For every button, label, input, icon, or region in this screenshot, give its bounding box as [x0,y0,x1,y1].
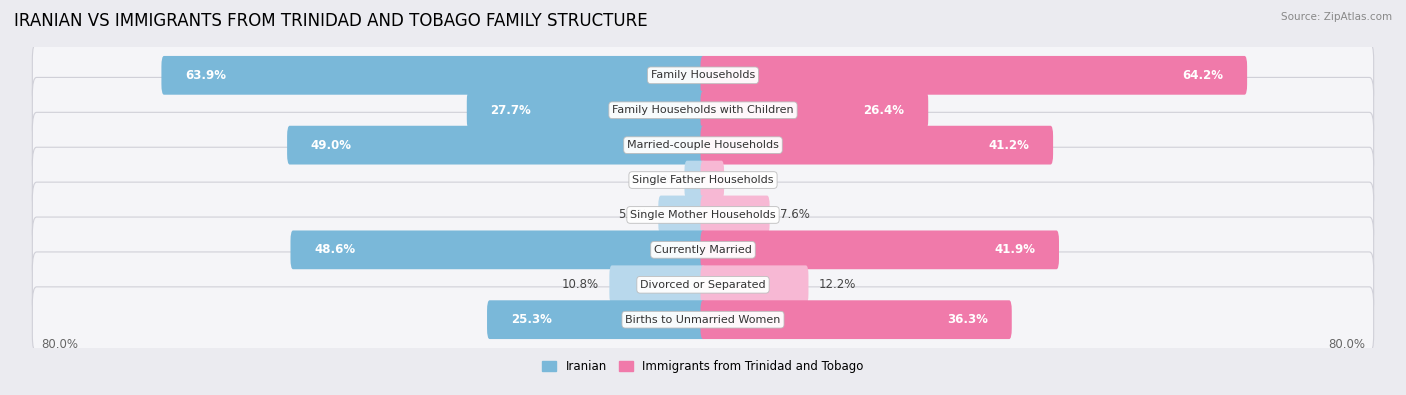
FancyBboxPatch shape [32,43,1374,108]
Text: 63.9%: 63.9% [186,69,226,82]
Text: 36.3%: 36.3% [948,313,988,326]
FancyBboxPatch shape [162,56,706,95]
Text: Single Mother Households: Single Mother Households [630,210,776,220]
FancyBboxPatch shape [291,230,706,269]
Text: 80.0%: 80.0% [41,338,77,351]
FancyBboxPatch shape [32,252,1374,318]
FancyBboxPatch shape [32,182,1374,248]
FancyBboxPatch shape [700,91,928,130]
FancyBboxPatch shape [467,91,706,130]
FancyBboxPatch shape [700,300,1012,339]
Text: 2.2%: 2.2% [734,173,763,186]
Text: IRANIAN VS IMMIGRANTS FROM TRINIDAD AND TOBAGO FAMILY STRUCTURE: IRANIAN VS IMMIGRANTS FROM TRINIDAD AND … [14,12,648,30]
FancyBboxPatch shape [32,217,1374,283]
FancyBboxPatch shape [486,300,706,339]
FancyBboxPatch shape [700,126,1053,165]
Text: 41.2%: 41.2% [988,139,1029,152]
Text: 27.7%: 27.7% [491,104,531,117]
FancyBboxPatch shape [32,287,1374,352]
Text: 1.9%: 1.9% [644,173,675,186]
FancyBboxPatch shape [700,196,769,234]
Text: 25.3%: 25.3% [510,313,551,326]
Text: 49.0%: 49.0% [311,139,352,152]
Text: 10.8%: 10.8% [562,278,599,291]
Text: 48.6%: 48.6% [314,243,356,256]
FancyBboxPatch shape [700,56,1247,95]
Text: 5.0%: 5.0% [619,209,648,222]
Text: 26.4%: 26.4% [863,104,904,117]
Text: 80.0%: 80.0% [1329,338,1365,351]
Text: Family Households: Family Households [651,70,755,80]
Text: Family Households with Children: Family Households with Children [612,105,794,115]
FancyBboxPatch shape [287,126,706,165]
Text: Source: ZipAtlas.com: Source: ZipAtlas.com [1281,12,1392,22]
Text: Single Father Households: Single Father Households [633,175,773,185]
FancyBboxPatch shape [700,230,1059,269]
Legend: Iranian, Immigrants from Trinidad and Tobago: Iranian, Immigrants from Trinidad and To… [537,355,869,378]
FancyBboxPatch shape [700,161,724,199]
FancyBboxPatch shape [609,265,706,304]
FancyBboxPatch shape [685,161,706,199]
Text: 7.6%: 7.6% [780,209,810,222]
Text: Births to Unmarried Women: Births to Unmarried Women [626,315,780,325]
FancyBboxPatch shape [32,77,1374,143]
FancyBboxPatch shape [32,112,1374,178]
Text: 12.2%: 12.2% [818,278,856,291]
Text: Currently Married: Currently Married [654,245,752,255]
Text: Married-couple Households: Married-couple Households [627,140,779,150]
Text: Divorced or Separated: Divorced or Separated [640,280,766,290]
Text: 64.2%: 64.2% [1182,69,1223,82]
FancyBboxPatch shape [658,196,706,234]
FancyBboxPatch shape [700,265,808,304]
Text: 41.9%: 41.9% [994,243,1035,256]
FancyBboxPatch shape [32,147,1374,213]
